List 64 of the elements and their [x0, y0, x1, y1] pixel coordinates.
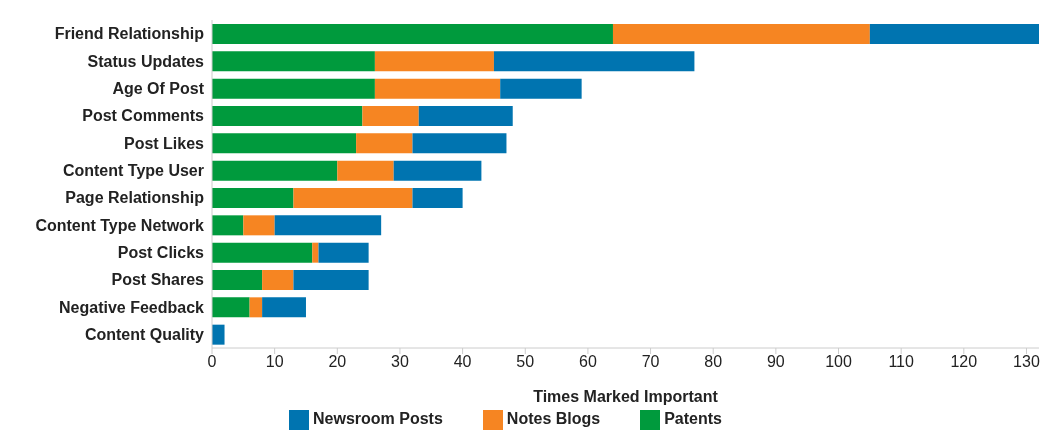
y-tick-label: Content Quality — [84, 326, 205, 344]
bar — [318, 242, 369, 263]
y-tick-label: Content Type User — [62, 162, 204, 180]
bar — [262, 297, 306, 318]
x-tick-label: 60 — [579, 353, 597, 371]
bar — [362, 106, 419, 126]
bar — [212, 324, 225, 345]
bar — [212, 133, 357, 154]
bar — [212, 160, 338, 181]
bar — [500, 78, 582, 99]
legend-label: Notes Blogs — [506, 410, 601, 428]
y-tick-label: Status Updates — [87, 52, 205, 70]
bar — [212, 242, 313, 263]
bar — [212, 78, 375, 99]
y-tick-label: Post Shares — [111, 271, 205, 289]
legend-label: Newsroom Posts — [313, 410, 443, 428]
legend-label: Patents — [664, 410, 722, 428]
bar — [212, 51, 375, 72]
bar — [212, 24, 613, 44]
x-axis-title: Times Marked Important — [533, 388, 719, 405]
x-tick-label: 70 — [641, 353, 660, 371]
x-tick-label: 40 — [453, 353, 472, 371]
bar — [262, 270, 294, 290]
y-tick-label: Content Type Network — [35, 216, 205, 234]
y-tick-label: Age Of Post — [112, 80, 205, 98]
bar — [249, 297, 263, 318]
x-tick-label: 10 — [265, 353, 284, 371]
x-tick-label: 130 — [1013, 353, 1040, 371]
x-tick-label: 110 — [888, 353, 915, 371]
bar — [293, 188, 413, 208]
bar — [412, 188, 463, 208]
bar — [493, 51, 695, 72]
bar — [212, 188, 294, 208]
bar — [374, 78, 501, 99]
bar — [212, 270, 263, 290]
y-tick-label: Page Relationship — [65, 189, 205, 207]
y-tick-label: Post Clicks — [117, 244, 205, 262]
bar — [356, 133, 413, 154]
bar — [274, 215, 382, 236]
bar — [212, 215, 244, 236]
bar — [393, 160, 482, 181]
x-tick-label: 120 — [950, 353, 978, 371]
x-tick-label: 20 — [328, 353, 347, 371]
bar — [374, 51, 494, 72]
bar — [418, 106, 513, 126]
x-tick-label: 80 — [704, 353, 723, 371]
bar — [612, 24, 870, 44]
bar — [293, 270, 369, 290]
bar — [212, 106, 363, 126]
bar — [312, 242, 319, 263]
bar — [212, 297, 250, 318]
y-tick-label: Post Likes — [123, 134, 205, 152]
y-tick-label: Friend Relationship — [54, 25, 205, 43]
bar — [412, 133, 507, 154]
x-tick-label: 100 — [825, 353, 852, 371]
x-tick-label: 90 — [766, 353, 785, 371]
x-tick-label: 50 — [516, 353, 535, 371]
bar — [869, 24, 1039, 44]
bar — [337, 160, 394, 181]
x-tick-label: 0 — [207, 353, 217, 371]
y-tick-label: Negative Feedback — [59, 298, 205, 316]
x-tick-label: 30 — [391, 353, 409, 371]
y-tick-label: Post Comments — [82, 107, 205, 125]
bar — [243, 215, 275, 236]
